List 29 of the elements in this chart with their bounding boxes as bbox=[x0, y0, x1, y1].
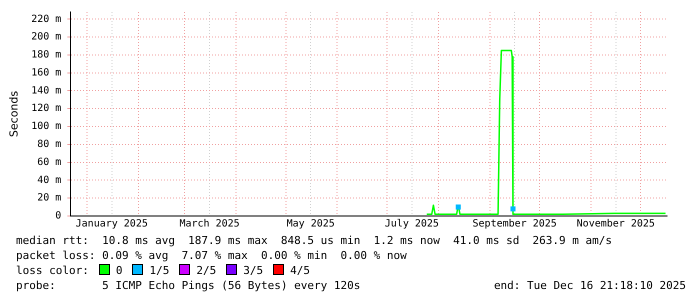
y-tick-label: 140 m bbox=[31, 85, 62, 96]
y-tick-label: 0 bbox=[55, 210, 62, 222]
y-tick-label: 20 m bbox=[37, 192, 62, 204]
x-tick-label: July 2025 bbox=[384, 218, 439, 230]
y-tick-label: 220 m bbox=[31, 14, 62, 25]
y-tick-label: 120 m bbox=[31, 103, 62, 114]
legend-label: 4/5 bbox=[290, 264, 310, 277]
legend-label: 3/5 bbox=[243, 264, 264, 277]
y-tick-label: 60 m bbox=[37, 156, 62, 168]
y-tick-label: 100 m bbox=[31, 121, 62, 132]
legend-label: 1/5 bbox=[149, 264, 170, 277]
y-tick-label: 80 m bbox=[37, 139, 62, 150]
legend-title: loss color: bbox=[16, 264, 89, 277]
y-tick-label: 180 m bbox=[31, 50, 62, 61]
x-tick-label: September 2025 bbox=[472, 218, 557, 230]
legend-label: 2/5 bbox=[196, 264, 216, 277]
x-tick-label: May 2025 bbox=[286, 218, 335, 230]
y-tick-label: 200 m bbox=[31, 32, 62, 43]
text: probe: 5 ICMP Echo Pings (56 Bytes) every 120s bbox=[16, 278, 360, 293]
y-tick-label: 40 m bbox=[37, 174, 62, 186]
x-tick-label: November 2025 bbox=[576, 218, 655, 230]
y-tick-label: 160 m bbox=[31, 67, 62, 78]
x-tick-label: March 2025 bbox=[179, 218, 240, 230]
text: median rtt: 10.8 ms avg 187.9 ms max 848.5 us min 1.2 ms now 41.0 ms sd 263.9 m am/s bbox=[16, 233, 614, 248]
text: packet loss: 0.09 % avg 7.07 % max 0.00 % min 0.00 % now bbox=[16, 248, 408, 263]
y-axis-title: Seconds bbox=[7, 90, 20, 138]
legend-label: 0 bbox=[116, 264, 122, 277]
text: end: Tue Dec 16 21:18:10 2025 bbox=[494, 278, 686, 293]
x-tick-label: January 2025 bbox=[76, 218, 148, 230]
